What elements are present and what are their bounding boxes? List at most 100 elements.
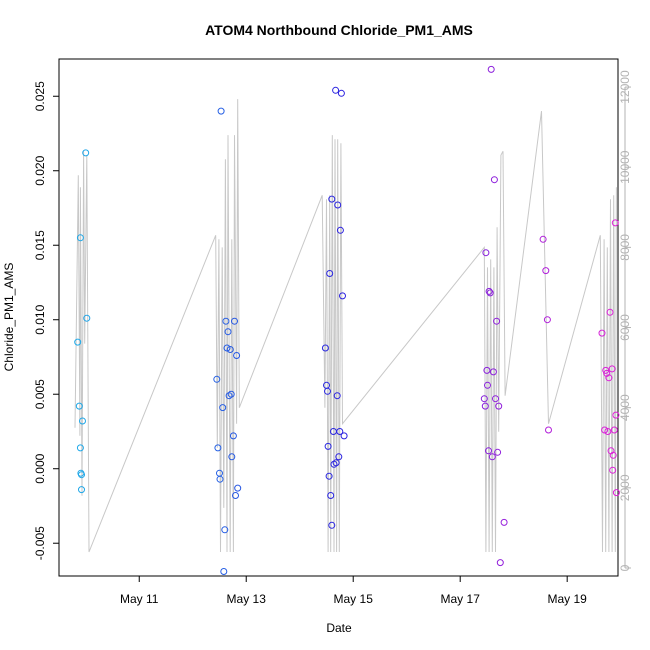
x-axis-label: Date xyxy=(326,621,352,635)
data-point xyxy=(231,317,238,325)
data-point xyxy=(485,447,492,455)
data-point xyxy=(232,492,239,499)
data-point xyxy=(74,338,82,346)
data-point xyxy=(609,451,617,459)
x-tick-label: May 15 xyxy=(334,592,374,606)
data-point xyxy=(221,526,229,534)
data-point xyxy=(482,249,490,257)
data-point xyxy=(328,521,336,529)
data-point xyxy=(224,328,232,336)
data-point xyxy=(219,404,227,412)
data-point xyxy=(330,460,338,468)
plot-frame xyxy=(58,58,619,577)
data-point xyxy=(225,392,233,400)
plot-area xyxy=(58,58,619,577)
data-point xyxy=(542,267,550,275)
data-point xyxy=(216,469,223,477)
data-point xyxy=(217,107,225,115)
data-point xyxy=(335,453,343,461)
data-point xyxy=(78,471,85,479)
y-axis-label: Chloride_PM1_AMS xyxy=(2,263,16,372)
x-tick-label: May 11 xyxy=(120,592,159,606)
data-point xyxy=(78,486,85,494)
data-point xyxy=(328,195,336,203)
data-point xyxy=(214,444,222,452)
data-point xyxy=(234,484,242,492)
data-point xyxy=(545,426,552,434)
data-point xyxy=(337,89,345,97)
data-point xyxy=(612,489,620,497)
data-point xyxy=(601,426,609,434)
data-point xyxy=(485,287,493,295)
data-point xyxy=(222,317,230,325)
secondary-line-path xyxy=(74,99,617,553)
chart-title: ATOM4 Northbound Chloride_PM1_AMS xyxy=(205,22,473,38)
data-point xyxy=(488,453,496,461)
data-point xyxy=(228,453,236,461)
data-point xyxy=(233,352,241,359)
data-point xyxy=(213,375,221,383)
data-point xyxy=(483,366,491,374)
data-point xyxy=(494,448,502,456)
data-point xyxy=(227,390,235,398)
y2-axis: 0 2000 4000 6000 8000 10000 12000 xyxy=(618,70,632,571)
y-tick-label: 0.015 xyxy=(33,230,47,260)
data-point xyxy=(336,226,344,234)
data-point xyxy=(334,201,342,209)
data-point xyxy=(609,466,617,474)
data-point xyxy=(490,176,498,184)
data-point xyxy=(611,219,619,227)
x-tick-label: May 13 xyxy=(227,592,267,606)
data-point xyxy=(493,317,501,325)
data-point xyxy=(539,235,547,243)
data-point xyxy=(495,402,503,410)
data-point xyxy=(484,381,491,389)
data-point xyxy=(480,395,488,403)
data-point xyxy=(336,428,344,435)
data-point xyxy=(76,444,84,452)
data-point xyxy=(603,369,611,377)
data-point xyxy=(325,472,333,480)
y2-tick-label: 8000 xyxy=(618,234,632,261)
data-points xyxy=(74,65,620,575)
secondary-series-line xyxy=(74,99,617,553)
data-point xyxy=(492,395,499,403)
data-point xyxy=(226,346,234,353)
x-tick-label: May 17 xyxy=(441,592,481,606)
data-point xyxy=(229,432,237,440)
data-point xyxy=(608,365,616,373)
data-point xyxy=(339,292,346,300)
data-point xyxy=(602,366,610,374)
y-tick-label: 0.000 xyxy=(33,453,47,483)
data-point xyxy=(324,442,332,450)
data-point xyxy=(598,329,606,337)
data-point xyxy=(333,392,341,400)
data-point xyxy=(75,402,83,410)
y2-tick-label: 0 xyxy=(618,564,632,571)
data-point xyxy=(332,459,340,467)
data-point xyxy=(496,559,504,567)
y2-tick-label: 6000 xyxy=(618,314,632,341)
data-point xyxy=(83,314,91,322)
data-point xyxy=(216,475,224,483)
data-point xyxy=(220,568,228,575)
data-point xyxy=(605,374,613,382)
data-point xyxy=(604,428,612,435)
data-point xyxy=(82,149,90,157)
y2-tick-label: 10000 xyxy=(618,150,632,184)
data-point xyxy=(612,411,620,419)
data-point xyxy=(321,344,329,352)
data-point xyxy=(606,308,614,316)
data-point xyxy=(76,234,84,242)
y-tick-label: 0.005 xyxy=(33,379,47,409)
y2-tick-label: 4000 xyxy=(618,394,632,421)
data-point xyxy=(324,387,331,395)
data-point xyxy=(326,270,334,277)
data-point xyxy=(487,65,495,73)
data-point xyxy=(500,518,508,526)
data-point xyxy=(79,417,86,425)
data-point xyxy=(327,492,335,499)
x-tick-label: May 19 xyxy=(548,592,588,606)
x-axis: May 11 May 13 May 15 May 17 May 19 xyxy=(120,576,587,606)
